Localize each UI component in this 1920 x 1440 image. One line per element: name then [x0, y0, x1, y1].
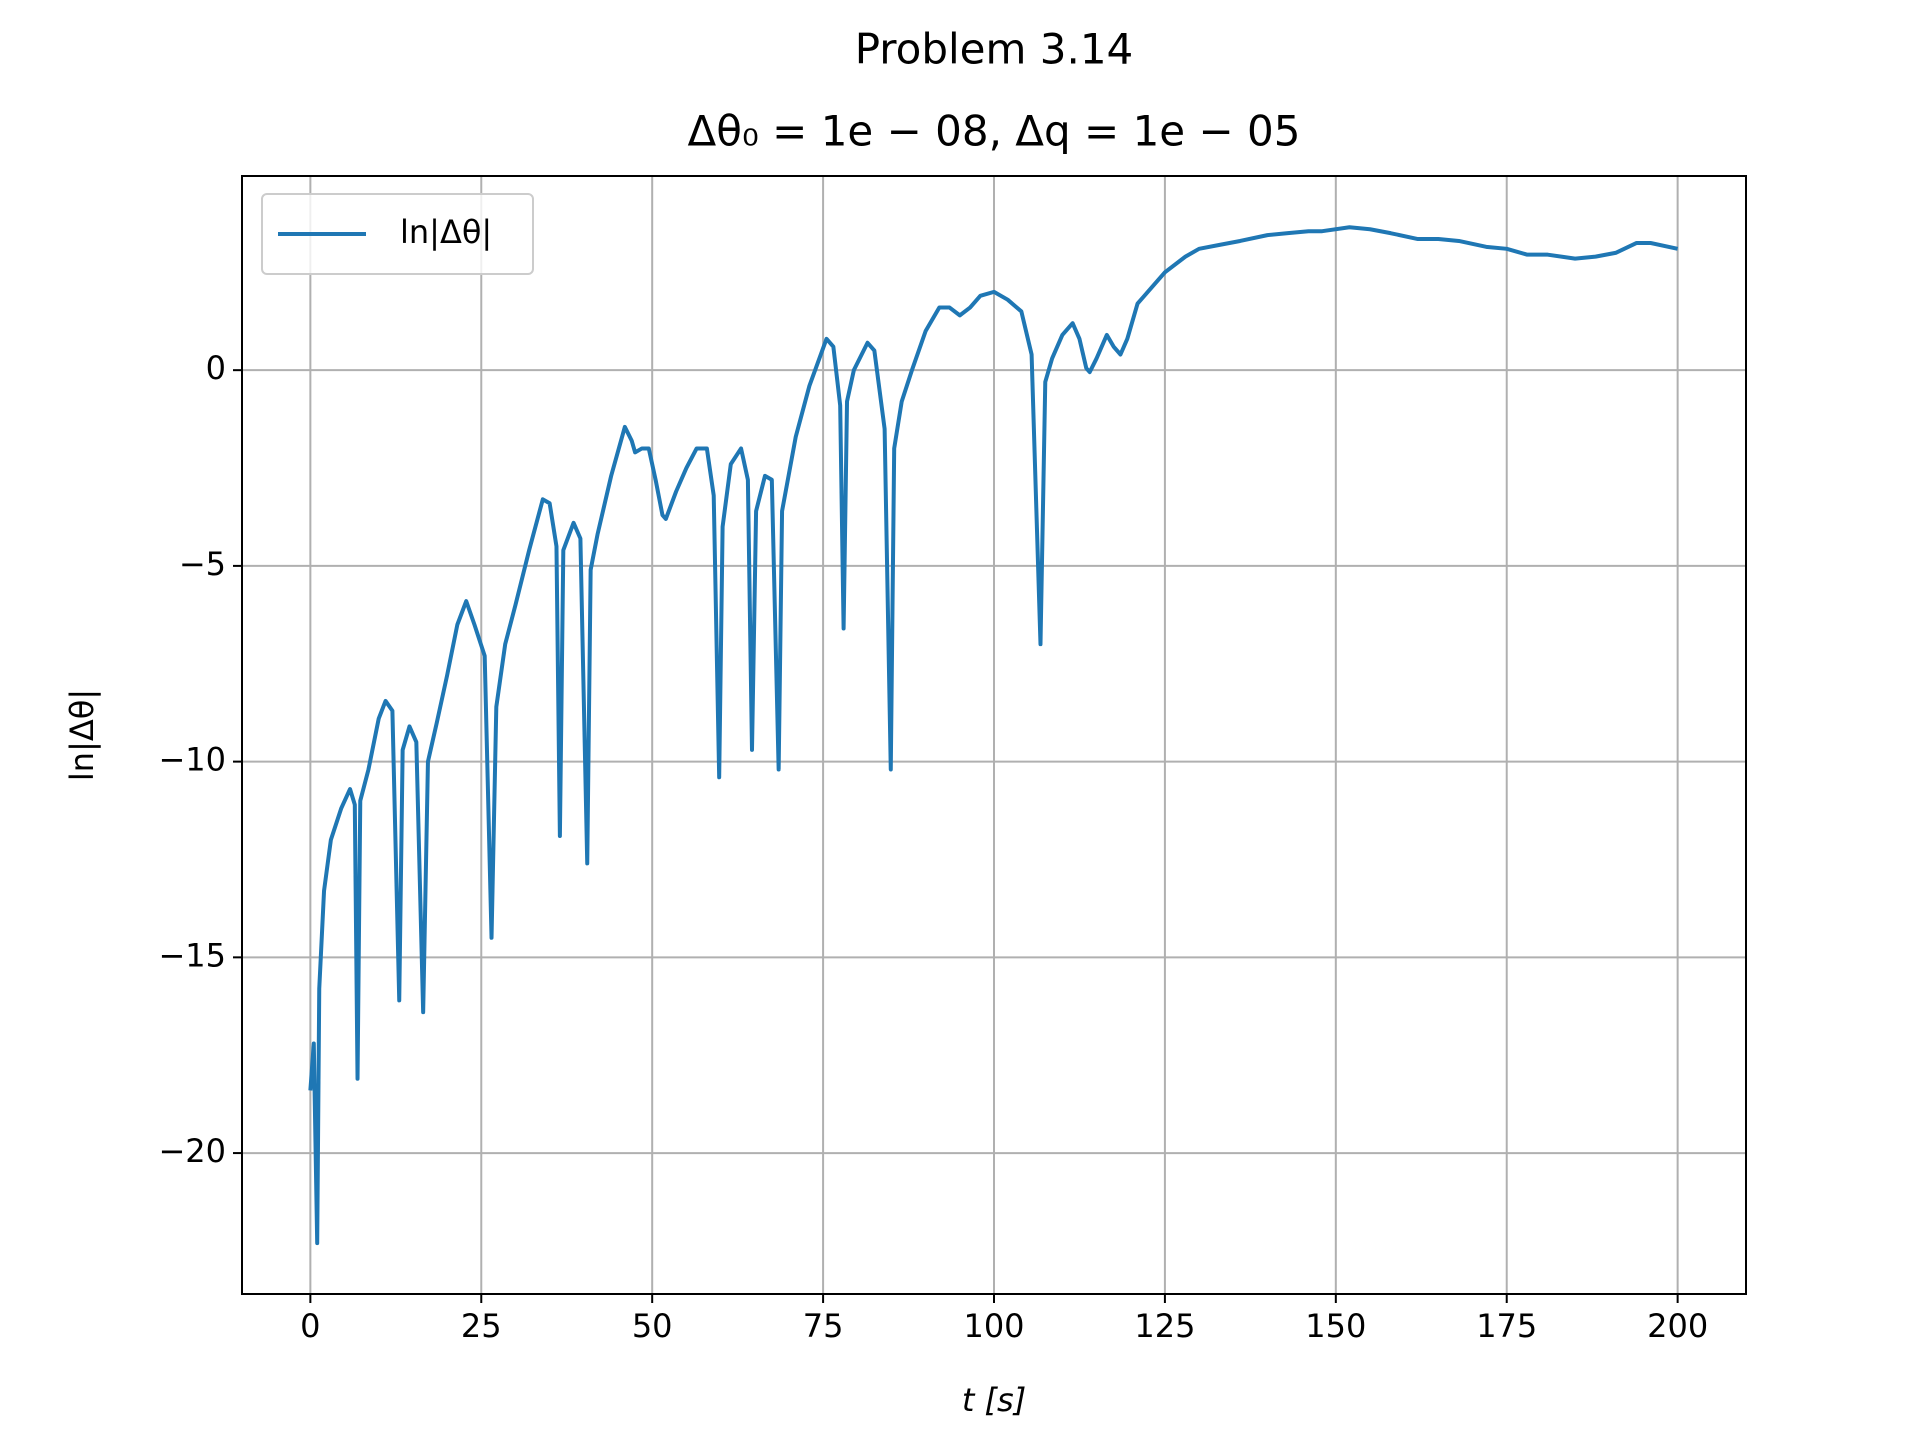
chart-subtitle: Δθ₀ = 1e − 08, Δq = 1e − 05 — [688, 107, 1301, 156]
y-tick-label: 0 — [206, 349, 226, 387]
legend-label: ln|Δθ| — [400, 213, 492, 251]
y-tick-label: −5 — [179, 545, 226, 583]
x-tick-label: 200 — [1647, 1307, 1708, 1345]
x-tick-label: 50 — [632, 1307, 673, 1345]
y-axis-label: ln|Δθ| — [63, 689, 101, 781]
chart-title: Problem 3.14 — [855, 25, 1134, 74]
y-tick-label: −15 — [158, 936, 226, 974]
x-tick-label: 0 — [300, 1307, 320, 1345]
legend-box — [261, 193, 534, 275]
x-tick-label: 25 — [461, 1307, 502, 1345]
x-tick-label: 75 — [803, 1307, 844, 1345]
x-tick-label: 125 — [1134, 1307, 1195, 1345]
x-tick-label: 100 — [963, 1307, 1024, 1345]
y-tick-label: −10 — [158, 741, 226, 779]
x-axis-label: t [s] — [962, 1381, 1026, 1419]
plot-frame — [241, 175, 1747, 1295]
x-tick-label: 150 — [1305, 1307, 1366, 1345]
y-tick-label: −20 — [158, 1132, 226, 1170]
data-line — [308, 225, 1679, 1246]
x-tick-label: 175 — [1476, 1307, 1537, 1345]
